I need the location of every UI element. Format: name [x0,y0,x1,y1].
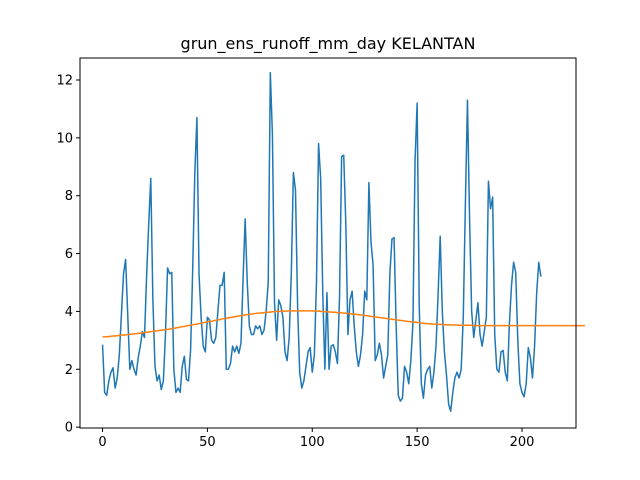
x-tick-label: 0 [98,435,106,450]
chart-title: grun_ens_runoff_mm_day KELANTAN [181,34,476,54]
x-tick-label: 100 [300,435,325,450]
y-tick-label: 10 [56,131,73,146]
x-tick-label: 150 [405,435,430,450]
y-tick-label: 4 [65,305,73,320]
series-line-2 [102,310,585,338]
axes-frame [79,57,577,429]
x-tick-label: 200 [510,435,535,450]
x-axis-ticks: 0 50 100 150 200 [98,428,534,450]
series-layer [101,72,585,412]
x-tick-label: 50 [199,435,216,450]
y-tick-label: 8 [65,189,73,204]
y-tick-label: 6 [65,247,73,262]
y-tick-label: 2 [65,363,73,378]
y-axis-ticks: 0 2 4 6 8 10 12 [56,73,80,436]
y-tick-label: 0 [65,421,73,436]
series-line-1 [101,72,542,412]
y-tick-label: 12 [56,73,73,88]
plot-area [79,57,585,429]
